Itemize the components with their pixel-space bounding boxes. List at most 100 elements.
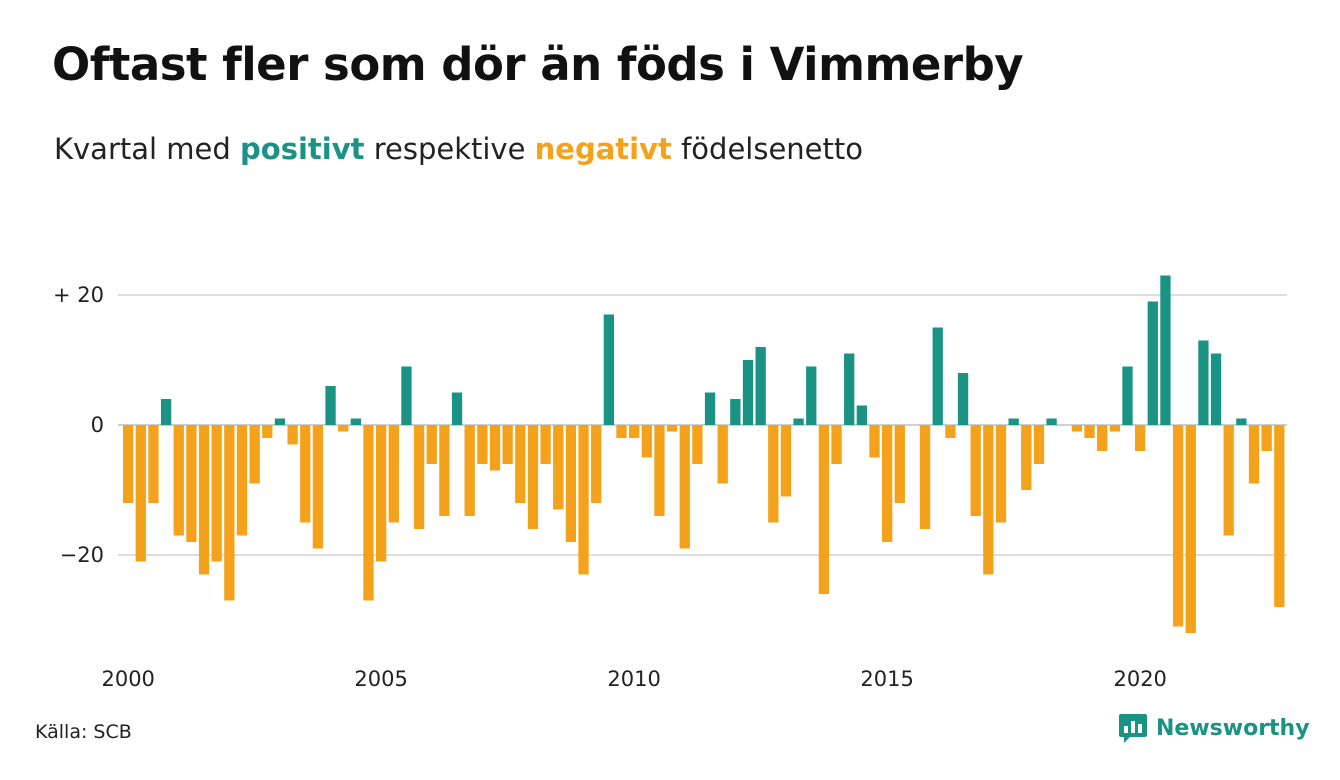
bar — [198, 425, 210, 575]
bar — [1147, 301, 1158, 425]
bar — [717, 425, 728, 484]
bar — [755, 347, 766, 425]
bar — [451, 392, 463, 425]
bar — [553, 425, 564, 510]
source-note: Källa: SCB — [35, 721, 132, 743]
bar — [325, 386, 336, 425]
bar — [831, 425, 842, 464]
y-tick-label: + 20 — [53, 283, 104, 307]
bar — [350, 418, 361, 425]
bar — [629, 425, 640, 438]
bar — [730, 399, 741, 425]
x-tick-label: 2015 — [860, 667, 913, 691]
bar — [1033, 425, 1045, 464]
bar — [1135, 425, 1146, 451]
bar — [312, 425, 324, 549]
bar — [1097, 425, 1108, 451]
bar — [1223, 425, 1234, 536]
bar — [388, 425, 399, 523]
bar — [160, 399, 172, 425]
bar — [173, 425, 184, 536]
bar — [439, 425, 450, 516]
x-tick-label: 2010 — [607, 667, 660, 691]
bar — [401, 366, 412, 425]
bar — [1236, 418, 1247, 425]
x-tick-label: 2020 — [1113, 667, 1166, 691]
bar — [641, 425, 652, 458]
bar — [932, 327, 943, 425]
bar — [363, 425, 374, 601]
bar — [1084, 425, 1095, 438]
bar — [768, 425, 779, 523]
bar — [1046, 418, 1057, 425]
bar — [565, 425, 577, 542]
bars — [123, 275, 1285, 633]
bar — [502, 425, 513, 464]
chart-subtitle: Kvartal med positivt respektive negativt… — [54, 132, 863, 166]
bar — [945, 425, 956, 438]
subtitle-negative-word: negativt — [534, 132, 672, 166]
bar — [793, 418, 804, 425]
bar — [338, 425, 349, 432]
bar — [1008, 418, 1019, 425]
bar — [679, 425, 690, 549]
bar — [1261, 425, 1272, 451]
bar — [236, 425, 248, 536]
brand: Newsworthy — [1118, 712, 1310, 744]
bar — [882, 425, 893, 542]
subtitle-middle: respektive — [373, 132, 526, 166]
bar — [515, 425, 526, 503]
bar — [603, 314, 614, 425]
bar — [578, 425, 589, 575]
bar — [869, 425, 880, 458]
bar — [527, 425, 539, 529]
bar — [616, 425, 627, 438]
bar — [489, 425, 501, 471]
bar — [1109, 425, 1120, 432]
bar — [287, 425, 298, 445]
subtitle-suffix: födelsenetto — [681, 132, 863, 166]
x-tick-label: 2000 — [101, 667, 154, 691]
bar — [148, 425, 159, 503]
y-tick-label: −20 — [60, 543, 104, 567]
bar — [1172, 425, 1184, 627]
axis-labels: + 20 0 −20 2000 2005 2010 2015 2020 — [53, 283, 1167, 691]
bar — [894, 425, 905, 503]
bar — [1021, 425, 1032, 490]
bar — [704, 392, 716, 425]
bar — [249, 425, 260, 484]
bar — [186, 425, 197, 542]
bar — [224, 425, 235, 601]
bar — [666, 425, 678, 432]
bar — [274, 418, 286, 425]
bar — [1122, 366, 1133, 425]
chart-title: Oftast fler som dör än föds i Vimmerby — [52, 38, 1024, 91]
bar — [123, 425, 134, 503]
bar — [970, 425, 981, 516]
bar — [262, 425, 273, 438]
bar — [957, 373, 969, 425]
bar — [1071, 425, 1083, 432]
bar — [1185, 425, 1196, 633]
bar — [844, 353, 855, 425]
subtitle-positive-word: positivt — [240, 132, 365, 166]
bar — [856, 405, 867, 425]
x-tick-label: 2005 — [354, 667, 407, 691]
bar — [540, 425, 551, 464]
bar — [818, 425, 830, 594]
bar — [742, 360, 754, 425]
bar — [464, 425, 475, 516]
brand-name: Newsworthy — [1156, 715, 1310, 741]
bar — [135, 425, 146, 562]
bar — [1210, 353, 1222, 425]
bar — [477, 425, 488, 464]
bar — [995, 425, 1007, 523]
bar — [806, 366, 817, 425]
bar — [300, 425, 311, 523]
bar — [591, 425, 602, 503]
bar — [1274, 425, 1285, 607]
y-tick-label: 0 — [91, 413, 104, 437]
bar — [211, 425, 222, 562]
bar — [692, 425, 703, 464]
bar — [654, 425, 665, 516]
